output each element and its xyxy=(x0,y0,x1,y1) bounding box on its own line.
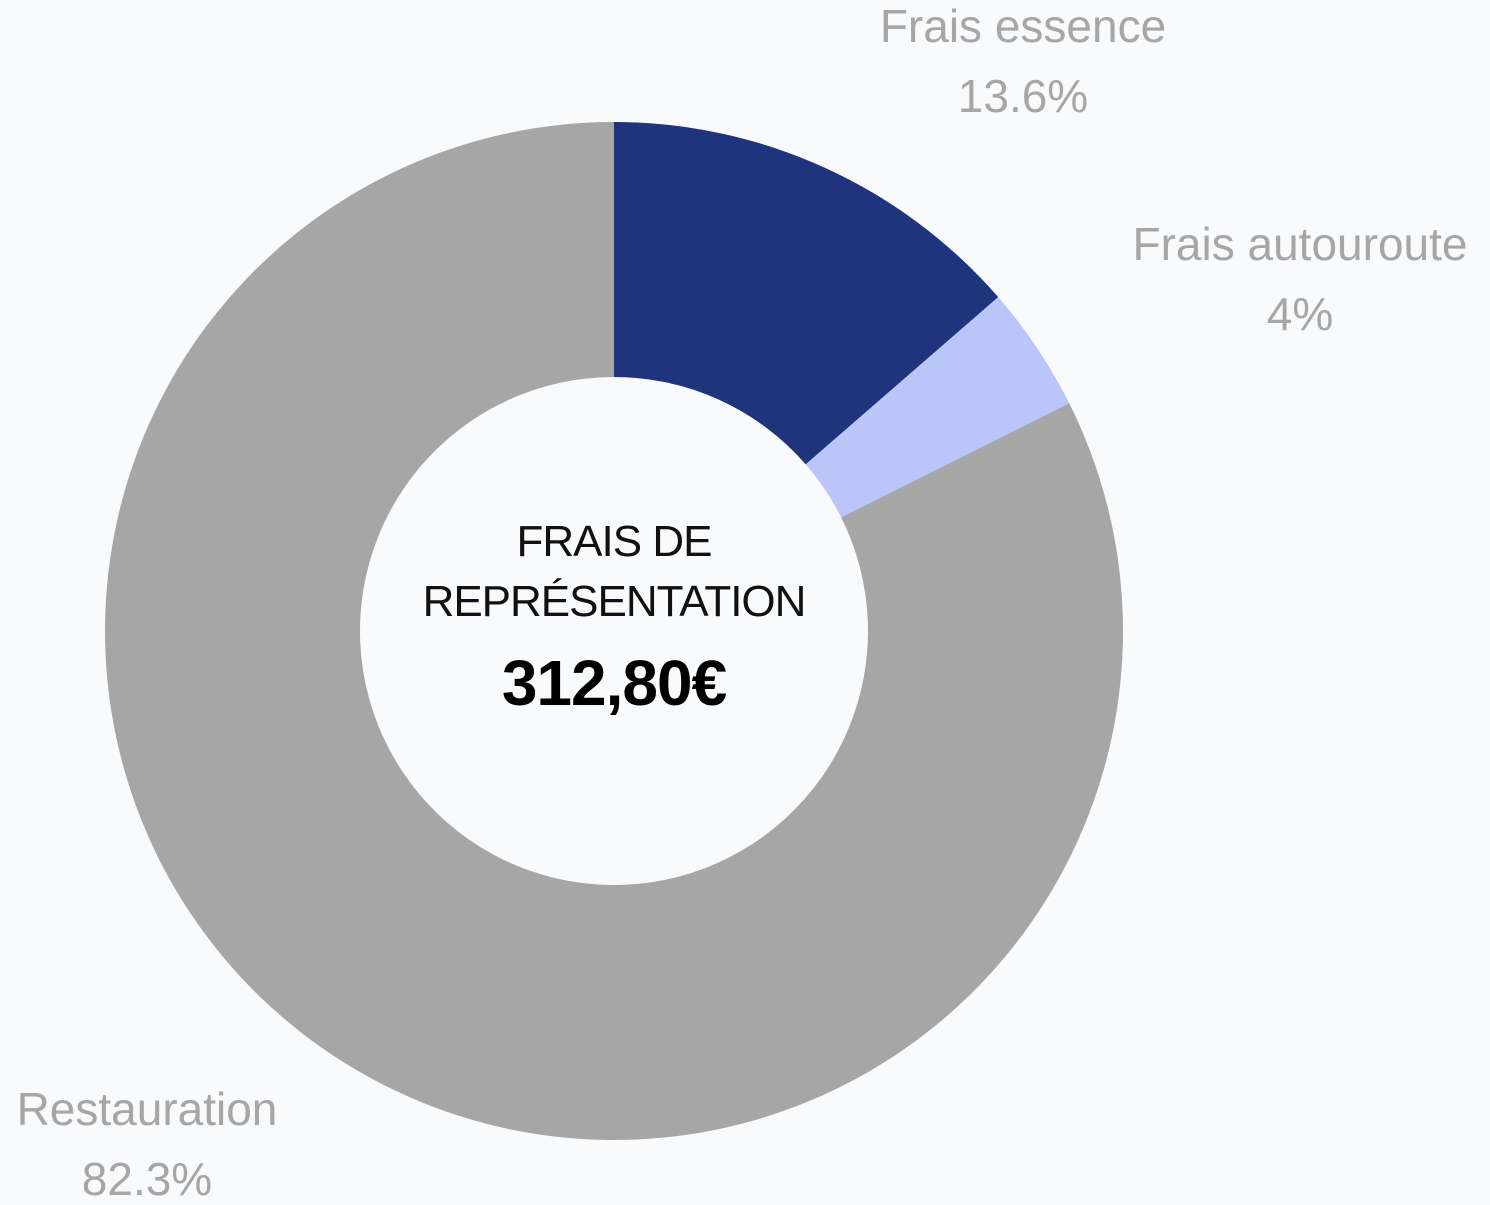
segment-value-label: 4% xyxy=(1267,288,1333,340)
donut-segment xyxy=(104,122,1124,1140)
segment-label: Frais essence xyxy=(880,0,1166,52)
donut-segment xyxy=(805,297,1070,518)
donut-segment xyxy=(614,122,999,465)
center-label: FRAIS DE REPRÉSENTATION 312,80€ xyxy=(384,512,844,720)
segment-label: Restauration xyxy=(17,1083,278,1135)
segment-value-label: 82.3% xyxy=(82,1153,212,1205)
chart-title: FRAIS DE REPRÉSENTATION xyxy=(422,517,807,626)
center-value: 312,80€ xyxy=(501,647,727,719)
segment-label: Frais autouroute xyxy=(1133,218,1468,270)
segment-value-label: 13.6% xyxy=(958,70,1088,122)
